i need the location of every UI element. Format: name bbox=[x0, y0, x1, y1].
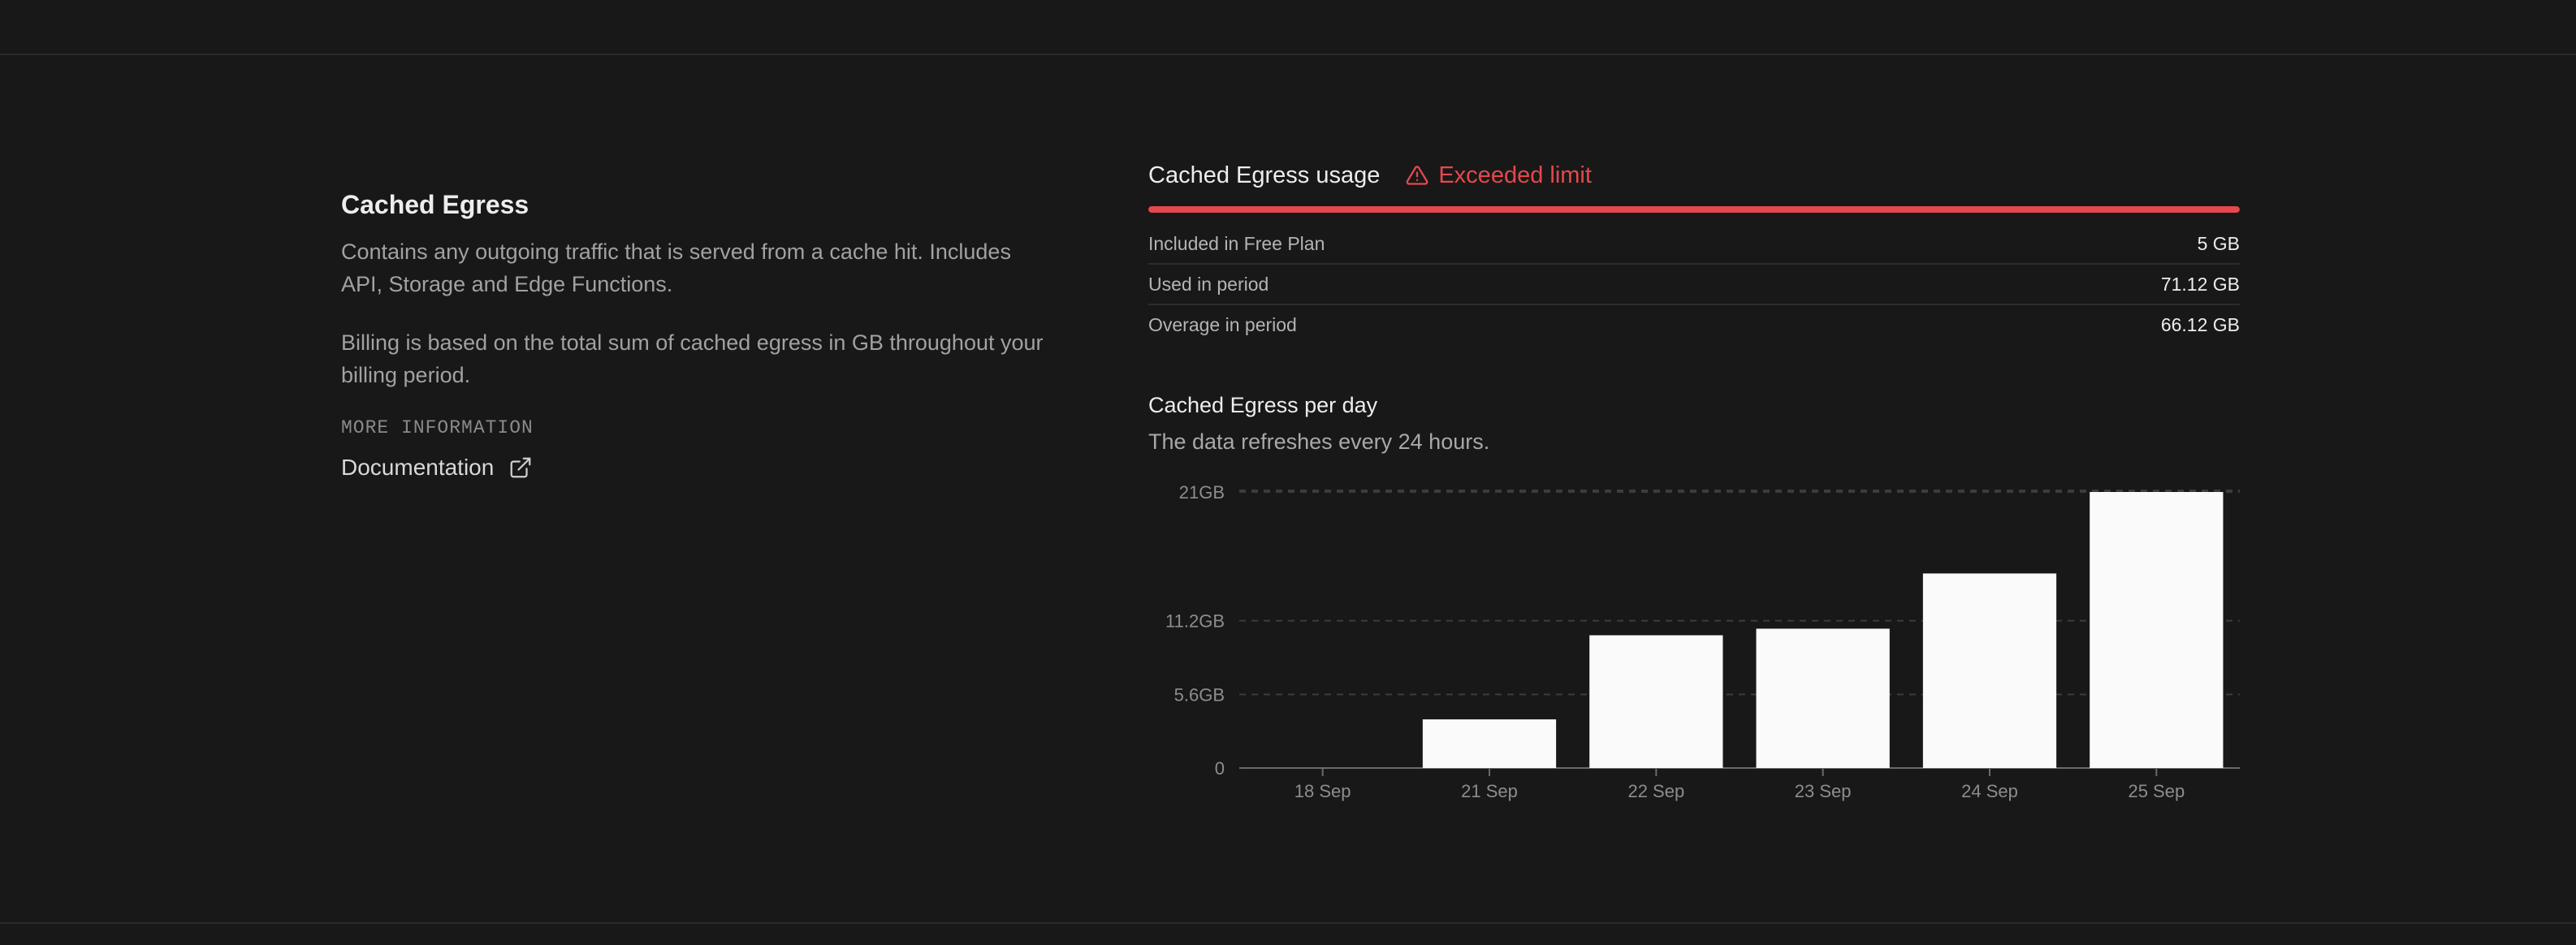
section-description: Contains any outgoing traffic that is se… bbox=[341, 239, 1011, 296]
chart-title: Cached Egress per day bbox=[1148, 393, 1378, 417]
y-tick-label: 5.6GB bbox=[1174, 684, 1225, 705]
external-link-icon bbox=[510, 457, 531, 478]
more-information-label: MORE INFORMATION bbox=[341, 417, 534, 438]
x-tick-label: 24 Sep bbox=[1961, 781, 2018, 801]
usage-progress-bar bbox=[1148, 206, 2240, 213]
stat-row-used: Used in period 71.12 GB bbox=[1148, 265, 2240, 305]
chart-bar bbox=[1922, 573, 2057, 768]
usage-progress-fill bbox=[1148, 206, 2240, 213]
exceeded-badge: Exceeded limit bbox=[1406, 162, 1592, 189]
usage-stats: Included in Free Plan 5 GB Used in perio… bbox=[1148, 224, 2240, 344]
bottom-divider bbox=[0, 922, 2576, 924]
warning-icon bbox=[1407, 166, 1428, 185]
chart-bar bbox=[1756, 628, 1890, 768]
billing-note: Billing is based on the total sum of cac… bbox=[341, 330, 1044, 387]
x-tick-label: 21 Sep bbox=[1461, 781, 1518, 801]
x-tick-label: 23 Sep bbox=[1795, 781, 1852, 801]
stat-value: 5 GB bbox=[2197, 232, 2240, 254]
top-divider bbox=[0, 54, 2576, 55]
stat-value: 71.12 GB bbox=[2160, 273, 2240, 295]
documentation-link-label: Documentation bbox=[341, 455, 495, 480]
usage-panel: Cached Egress usage Exceeded limit Inclu… bbox=[1148, 159, 2240, 455]
egress-bar-chart: 0 5.6GB 11.2GB 21GB 18 Sep 21 Sep 22 Sep 23 Sep… bbox=[1165, 482, 2240, 801]
chart-bar bbox=[1422, 719, 1557, 768]
stat-row-overage: Overage in period 66.12 GB bbox=[1148, 305, 2240, 344]
section-title: Cached Egress bbox=[341, 190, 529, 219]
x-tick-label: 25 Sep bbox=[2128, 781, 2185, 801]
y-tick-label: 0 bbox=[1215, 758, 1225, 779]
x-tick-label: 22 Sep bbox=[1627, 781, 1684, 801]
stat-label: Overage in period bbox=[1148, 313, 1297, 335]
stat-label: Included in Free Plan bbox=[1148, 232, 1325, 254]
stat-value: 66.12 GB bbox=[2160, 313, 2240, 335]
y-tick-label: 21GB bbox=[1179, 482, 1225, 503]
documentation-link[interactable]: Documentation bbox=[341, 455, 533, 481]
y-tick-label: 11.2GB bbox=[1165, 611, 1225, 632]
info-panel: Cached Egress Contains any outgoing traf… bbox=[341, 187, 1056, 481]
chart-bar bbox=[2090, 492, 2224, 768]
stat-label: Used in period bbox=[1148, 273, 1269, 295]
x-tick-label: 18 Sep bbox=[1294, 781, 1351, 801]
chart-subtitle: The data refreshes every 24 hours. bbox=[1148, 429, 1490, 454]
usage-label: Cached Egress usage bbox=[1148, 162, 1381, 188]
chart-bar bbox=[1589, 635, 1723, 768]
stat-row-included: Included in Free Plan 5 GB bbox=[1148, 224, 2240, 265]
usage-header: Cached Egress usage Exceeded limit bbox=[1148, 159, 2240, 192]
exceeded-label: Exceeded limit bbox=[1438, 162, 1592, 188]
